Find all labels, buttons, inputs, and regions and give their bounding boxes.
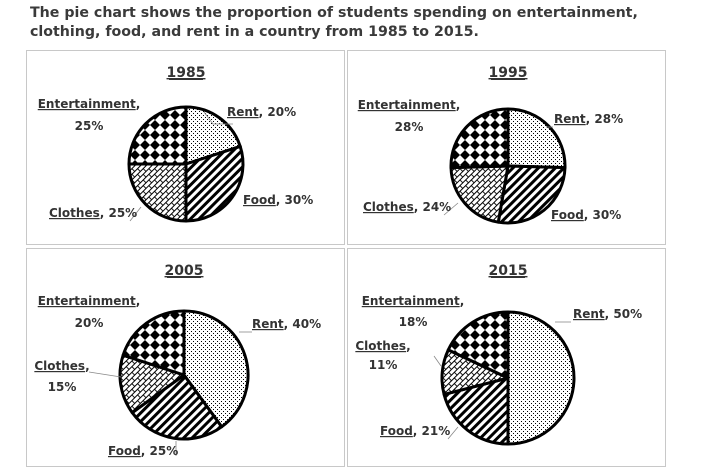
label-food: Food, 21% xyxy=(380,424,450,438)
label-entertainment-percent: 18% xyxy=(399,315,428,329)
pie-chart-1995: 1995 Rent, 28% Food, 30% Clothes, 24% Entert… xyxy=(358,65,623,225)
label-clothes-percent: 11% xyxy=(369,358,398,372)
slice-food xyxy=(496,164,567,225)
label-name: Entertainment xyxy=(362,294,460,308)
label-clothes: Clothes, 25% xyxy=(49,206,137,220)
label-food: Food, 30% xyxy=(551,208,621,222)
slice-rent xyxy=(506,107,567,170)
leader-line-clothes xyxy=(88,371,122,378)
label-entertainment-percent: 20% xyxy=(75,316,104,330)
label-value: , xyxy=(406,339,411,353)
label-entertainment: Entertainment, xyxy=(358,98,461,112)
slice-food xyxy=(130,373,224,441)
label-name: Entertainment xyxy=(38,97,136,111)
leader-line-clothes xyxy=(129,206,142,222)
slice-clothes xyxy=(449,164,510,224)
label-name: Food xyxy=(243,193,276,207)
label-entertainment: Entertainment, xyxy=(38,97,141,111)
label-name: Clothes xyxy=(34,359,85,373)
chart-title: 2015 xyxy=(489,263,528,279)
label-value: , 30% xyxy=(276,193,313,207)
label-name: Rent xyxy=(252,317,284,331)
chart-title: 1985 xyxy=(167,65,206,81)
pie-chart-1985: 1985 Rent, 20% Food, 30% Clothes, 25% Entert… xyxy=(38,65,313,223)
panel-frame-3 xyxy=(26,248,345,467)
leader-line-clothes xyxy=(443,202,459,216)
heading-line-1: The pie chart shows the proportion of st… xyxy=(30,5,638,21)
label-value: , 25% xyxy=(141,444,178,458)
label-name: Clothes xyxy=(49,206,100,220)
slice-clothes xyxy=(118,353,186,415)
label-rent: Rent, 20% xyxy=(227,105,296,119)
label-name: Rent xyxy=(227,105,259,119)
slice-rent xyxy=(182,309,250,429)
label-entertainment: Entertainment, xyxy=(362,294,465,308)
label-entertainment-percent: 25% xyxy=(75,119,104,133)
label-value: , xyxy=(136,97,141,111)
slice-clothes xyxy=(127,162,188,223)
panel-frame-4 xyxy=(347,248,666,467)
label-clothes: Clothes, 24% xyxy=(363,200,451,214)
slice-entertainment xyxy=(127,105,188,166)
label-value: , xyxy=(456,98,461,112)
label-name: Food xyxy=(108,444,141,458)
label-rent: Rent, 50% xyxy=(573,307,642,321)
label-clothes: Clothes, xyxy=(34,359,89,373)
chart-title: 1995 xyxy=(489,65,528,81)
label-value: , 25% xyxy=(100,206,137,220)
label-food: Food, 25% xyxy=(108,444,178,458)
chart-title: 2005 xyxy=(165,263,204,279)
panel-frame-2 xyxy=(347,50,666,245)
label-value: , 30% xyxy=(584,208,621,222)
label-name: Clothes xyxy=(355,339,406,353)
slice-food xyxy=(184,144,245,223)
heading-line-2: clothing, food, and rent in a country fr… xyxy=(30,24,479,40)
leader-line-rent xyxy=(203,111,233,125)
slice-entertainment xyxy=(449,107,510,170)
pie-chart-2005: 2005 Rent, 40% Food, 25% Clothes, 15% Enterta… xyxy=(34,263,321,458)
label-clothes: Clothes, xyxy=(355,339,410,353)
label-name: Rent xyxy=(573,307,605,321)
label-entertainment-percent: 28% xyxy=(395,120,424,134)
label-value: , xyxy=(136,294,141,308)
label-rent: Rent, 28% xyxy=(554,112,623,126)
slice-entertainment xyxy=(121,309,186,377)
leader-line-clothes xyxy=(433,355,442,367)
label-value: , 40% xyxy=(284,317,321,331)
label-value: , 20% xyxy=(259,105,296,119)
label-value: , 50% xyxy=(605,307,642,321)
label-name: Rent xyxy=(554,112,586,126)
panel-frame-1 xyxy=(26,50,345,245)
label-value: , 28% xyxy=(586,112,623,126)
label-value: , 24% xyxy=(414,200,451,214)
label-food: Food, 30% xyxy=(243,193,313,207)
label-name: Entertainment xyxy=(38,294,136,308)
page-heading: The pie chart shows the proportion of st… xyxy=(30,4,720,42)
leader-line-food xyxy=(447,426,459,440)
pie-chart-2015: 2015 Rent, 50% Food, 21% Clothes, 11% Enterta… xyxy=(355,263,642,446)
label-value: , 21% xyxy=(413,424,450,438)
label-name: Food xyxy=(551,208,584,222)
label-value: , xyxy=(460,294,465,308)
slice-rent xyxy=(506,310,576,446)
label-name: Entertainment xyxy=(358,98,456,112)
label-name: Clothes xyxy=(363,200,414,214)
label-clothes-percent: 15% xyxy=(48,380,77,394)
label-name: Food xyxy=(380,424,413,438)
label-rent: Rent, 40% xyxy=(252,317,321,331)
slice-food xyxy=(442,376,510,446)
label-value: , xyxy=(85,359,90,373)
label-entertainment: Entertainment, xyxy=(38,294,141,308)
slice-entertainment xyxy=(446,310,510,380)
